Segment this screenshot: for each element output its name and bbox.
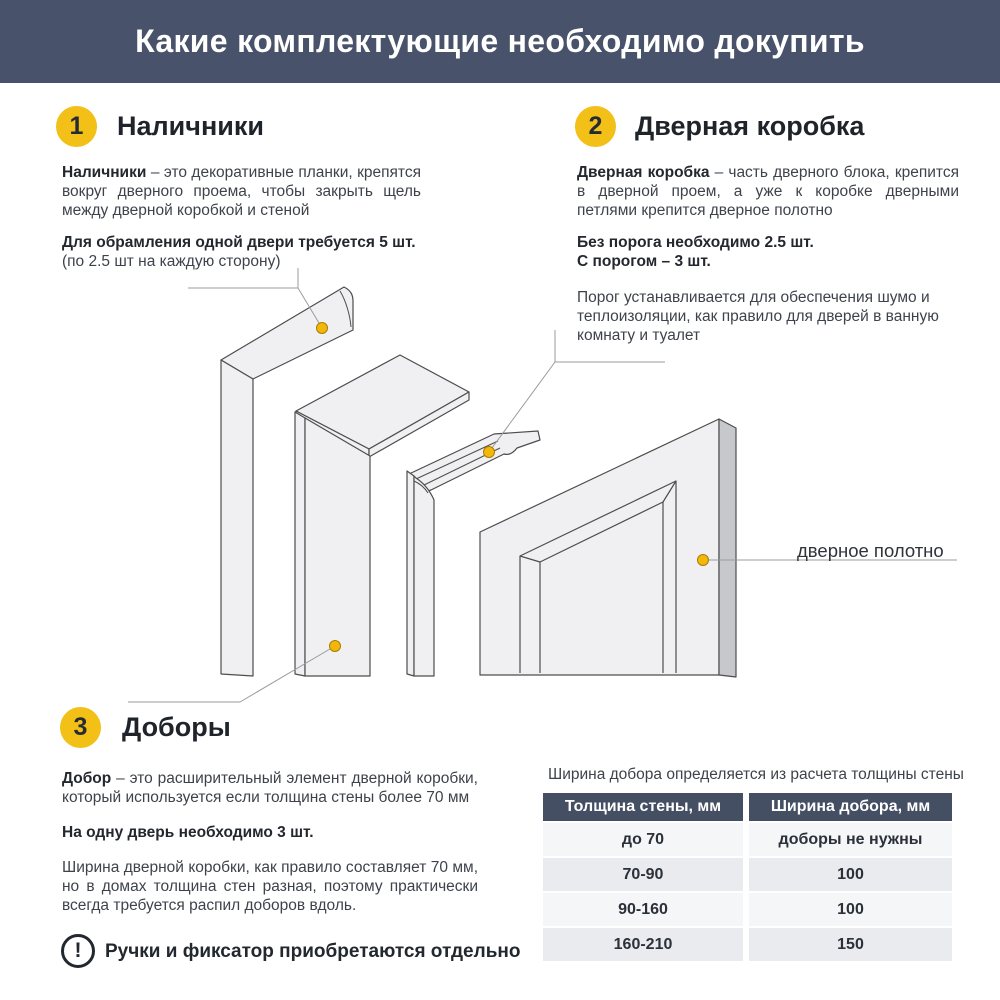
cell-wall-thickness: 70-90 <box>543 858 743 891</box>
handles-note: Ручки и фиксатор приобретаются отдельно <box>105 941 521 962</box>
section2-quantity-line-2: С порогом – 3 шт. <box>577 253 711 270</box>
table-header-wall-thickness: Толщина стены, мм <box>543 793 743 821</box>
dot-extension <box>329 640 341 652</box>
section3-width-paragraph: Ширина дверной коробки, как правило сост… <box>62 859 478 914</box>
section2-number-badge: 2 <box>575 106 616 147</box>
section2-threshold-paragraph: Порог устанавливается для обеспечения шу… <box>577 289 939 344</box>
exclamation-icon: ! <box>61 934 95 968</box>
extension-shape <box>294 354 470 677</box>
section2-title: Дверная коробка <box>635 111 865 141</box>
section2-lead-term: Дверная коробка <box>577 164 710 181</box>
dot-frame <box>483 446 495 458</box>
detail-dots <box>316 322 709 652</box>
table-row: 90-160 100 <box>543 893 952 926</box>
door-frame-shape <box>406 430 541 677</box>
section2-quantity-line-1: Без порога необходимо 2.5 шт. <box>577 234 814 251</box>
leader-extension <box>128 645 336 703</box>
door-leaf-label: дверное полотно <box>797 540 944 561</box>
table-row: 160-210 150 <box>543 928 952 961</box>
section1-quantity-note: (по 2.5 шт на каждую сторону) <box>62 253 281 270</box>
table-row: 70-90 100 <box>543 858 952 891</box>
section1-description: Наличники – это декоративные планки, кре… <box>62 163 421 220</box>
column-gap <box>743 928 749 961</box>
cell-extension-width: доборы не нужны <box>749 823 952 856</box>
section3-description: Добор – это расширительный элемент дверн… <box>62 769 478 807</box>
dot-door-leaf <box>697 554 709 566</box>
column-gap <box>743 793 749 821</box>
section1-number-badge: 1 <box>56 106 97 147</box>
section3-number-badge: 3 <box>60 707 101 748</box>
cell-wall-thickness: до 70 <box>543 823 743 856</box>
section2-lead-rest: – часть дверного блока, крепится в дверн… <box>577 164 959 219</box>
section2-description: Дверная коробка – часть дверного блока, … <box>577 163 959 220</box>
column-gap <box>743 823 749 856</box>
column-gap <box>743 893 749 926</box>
section1-lead-term: Наличники <box>62 164 147 181</box>
cell-extension-width: 100 <box>749 858 952 891</box>
leader-frame <box>488 330 665 453</box>
door-leaf-shape <box>479 418 737 678</box>
cell-wall-thickness: 90-160 <box>543 893 743 926</box>
cell-extension-width: 100 <box>749 893 952 926</box>
dot-casing <box>316 322 328 334</box>
cell-extension-width: 150 <box>749 928 952 961</box>
section3-quantity-line: На одну дверь необходимо 3 шт. <box>62 824 314 841</box>
table-header-extension-width: Ширина добора, мм <box>749 793 952 821</box>
section1-quantity-line: Для обрамления одной двери требуется 5 ш… <box>62 234 416 251</box>
leader-casing <box>188 268 323 329</box>
column-gap <box>743 858 749 891</box>
section3-lead-rest: – это расширительный элемент дверной кор… <box>62 770 478 806</box>
page-title: Какие комплектующие необходимо докупить <box>135 23 865 59</box>
leader-lines <box>128 268 957 703</box>
section3-lead-term: Добор <box>62 770 112 787</box>
header-band: Какие комплектующие необходимо докупить <box>0 0 1000 83</box>
extension-width-table: Толщина стены, мм Ширина добора, мм до 7… <box>543 793 952 961</box>
section1-title: Наличники <box>117 111 264 141</box>
section1-lead-rest: – это декоративные планки, крепятся вокр… <box>62 164 421 219</box>
table-row: до 70 доборы не нужны <box>543 823 952 856</box>
table-caption: Ширина добора определяется из расчета то… <box>548 766 964 783</box>
section3-title: Доборы <box>122 712 231 742</box>
cell-wall-thickness: 160-210 <box>543 928 743 961</box>
table-header-row: Толщина стены, мм Ширина добора, мм <box>543 793 952 821</box>
casing-shape <box>220 286 354 677</box>
